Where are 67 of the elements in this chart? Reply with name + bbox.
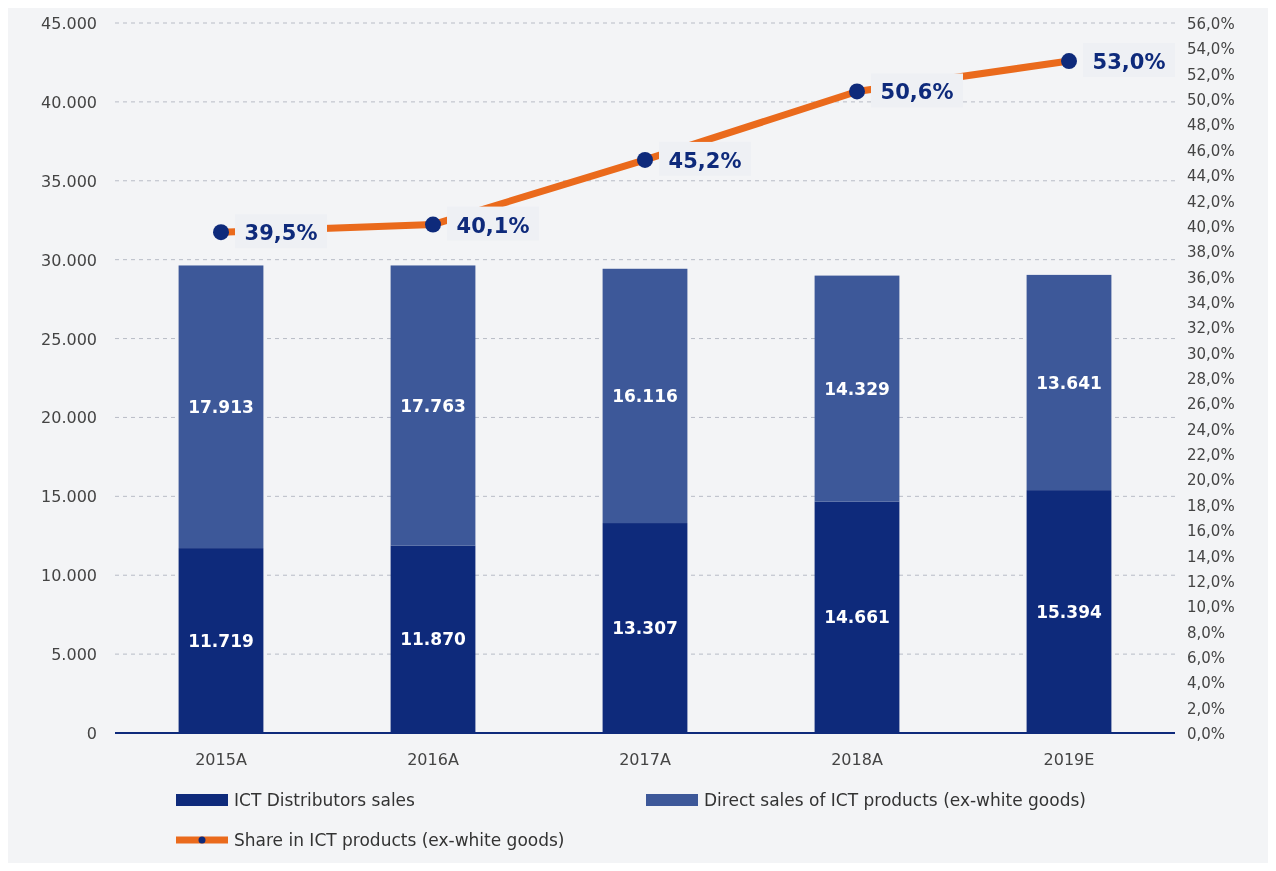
y2-tick-label: 20,0% xyxy=(1187,471,1235,490)
y2-tick-label: 30,0% xyxy=(1187,344,1235,363)
y-tick-label: 10.000 xyxy=(41,566,97,586)
data-label: 50,6% xyxy=(880,80,954,105)
data-label: 13.307 xyxy=(612,618,678,639)
y-tick-label: 0 xyxy=(86,724,97,743)
y2-tick-label: 26,0% xyxy=(1187,395,1235,414)
legend-label: Direct sales of ICT products (ex-white goods) xyxy=(704,790,1086,810)
bar xyxy=(390,265,476,546)
y2-tick-label: 44,0% xyxy=(1187,167,1235,186)
y2-tick-label: 34,0% xyxy=(1187,293,1235,312)
data-label: 40,1% xyxy=(456,213,530,238)
y2-tick-label: 52,0% xyxy=(1187,65,1235,84)
y2-tick-label: 50,0% xyxy=(1187,91,1235,110)
x-tick-label: 2018A xyxy=(831,750,883,769)
data-label: 45,2% xyxy=(668,148,742,173)
y2-tick-label: 12,0% xyxy=(1187,572,1235,591)
y2-tick-label: 4,0% xyxy=(1187,674,1226,693)
y2-tick-label: 24,0% xyxy=(1187,420,1235,439)
data-label: 17.913 xyxy=(188,396,254,417)
y2-tick-label: 10,0% xyxy=(1187,598,1235,617)
y2-tick-label: 16,0% xyxy=(1187,522,1235,541)
y2-tick-label: 14,0% xyxy=(1187,547,1235,566)
y2-tick-label: 54,0% xyxy=(1187,40,1235,59)
y-tick-label: 15.000 xyxy=(41,487,97,507)
y2-tick-label: 40,0% xyxy=(1187,217,1235,236)
data-label: 13.641 xyxy=(1036,372,1102,393)
x-tick-label: 2015A xyxy=(195,750,247,769)
bar xyxy=(814,275,900,502)
y-tick-label: 20.000 xyxy=(41,408,97,428)
data-label: 39,5% xyxy=(244,221,318,246)
y2-tick-label: 38,0% xyxy=(1187,243,1235,262)
x-tick-label: 2016A xyxy=(407,750,459,769)
data-label: 17.763 xyxy=(400,395,466,416)
data-label: 11.870 xyxy=(400,629,466,650)
legend-label: Share in ICT products (ex-white goods) xyxy=(234,830,565,850)
y-tick-label: 45.000 xyxy=(41,14,97,33)
data-label: 53,0% xyxy=(1092,50,1166,75)
data-label: 16.116 xyxy=(612,385,678,406)
y2-tick-label: 28,0% xyxy=(1187,370,1235,388)
y2-tick-label: 32,0% xyxy=(1187,319,1235,338)
y2-tick-label: 42,0% xyxy=(1187,192,1235,211)
data-label: 11.719 xyxy=(188,630,254,651)
y2-tick-label: 56,0% xyxy=(1187,15,1235,33)
y2-tick-label: 48,0% xyxy=(1187,116,1235,135)
y2-tick-label: 0,0% xyxy=(1187,725,1226,743)
y2-tick-label: 8,0% xyxy=(1187,623,1226,642)
y2-tick-label: 46,0% xyxy=(1187,141,1235,160)
x-tick-label: 2019E xyxy=(1043,750,1095,769)
data-label: 15.394 xyxy=(1036,601,1102,622)
y-tick-label: 40.000 xyxy=(41,92,97,112)
legend-label: ICT Distributors sales xyxy=(234,790,416,810)
y2-tick-label: 36,0% xyxy=(1187,268,1235,287)
x-tick-label: 2017A xyxy=(619,750,671,769)
y-tick-label: 25.000 xyxy=(41,329,97,349)
y2-tick-label: 6,0% xyxy=(1187,648,1226,667)
bar xyxy=(1026,274,1112,491)
bar xyxy=(178,265,264,549)
data-label: 14.661 xyxy=(824,607,890,628)
y2-tick-label: 2,0% xyxy=(1187,699,1226,718)
bar xyxy=(602,268,688,524)
y-tick-label: 35.000 xyxy=(41,171,97,191)
y-tick-label: 5.000 xyxy=(51,645,97,665)
y-tick-label: 30.000 xyxy=(41,250,97,270)
data-label: 14.329 xyxy=(824,378,890,399)
y2-tick-label: 22,0% xyxy=(1187,446,1235,465)
y2-tick-label: 18,0% xyxy=(1187,496,1235,515)
